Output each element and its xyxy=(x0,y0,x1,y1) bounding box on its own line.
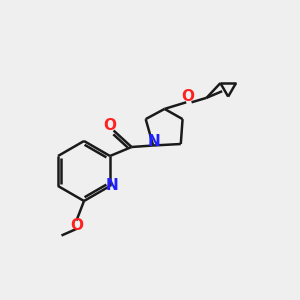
Text: O: O xyxy=(181,89,194,104)
Text: N: N xyxy=(148,134,161,148)
Text: O: O xyxy=(70,218,83,233)
Text: O: O xyxy=(103,118,116,133)
Text: N: N xyxy=(106,178,119,194)
